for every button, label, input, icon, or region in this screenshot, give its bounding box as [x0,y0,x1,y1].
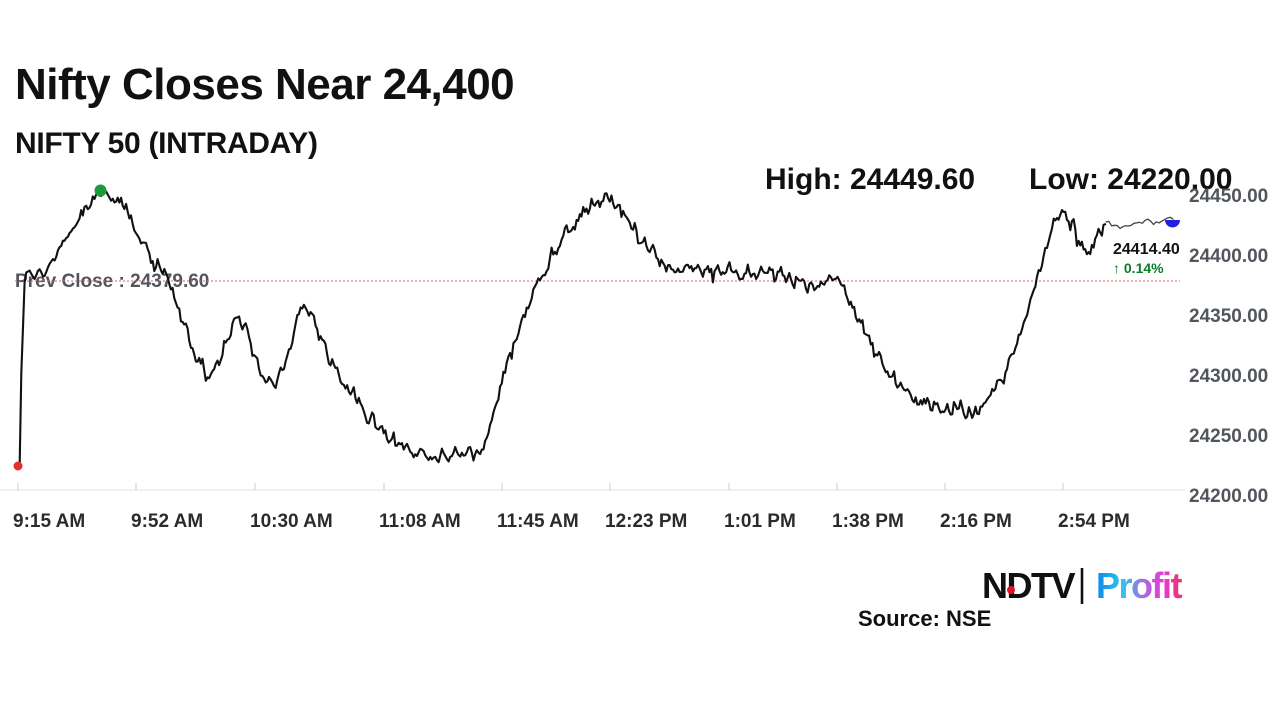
svg-text:NDTV: NDTV [982,565,1075,606]
svg-text:Profit: Profit [1096,565,1183,606]
